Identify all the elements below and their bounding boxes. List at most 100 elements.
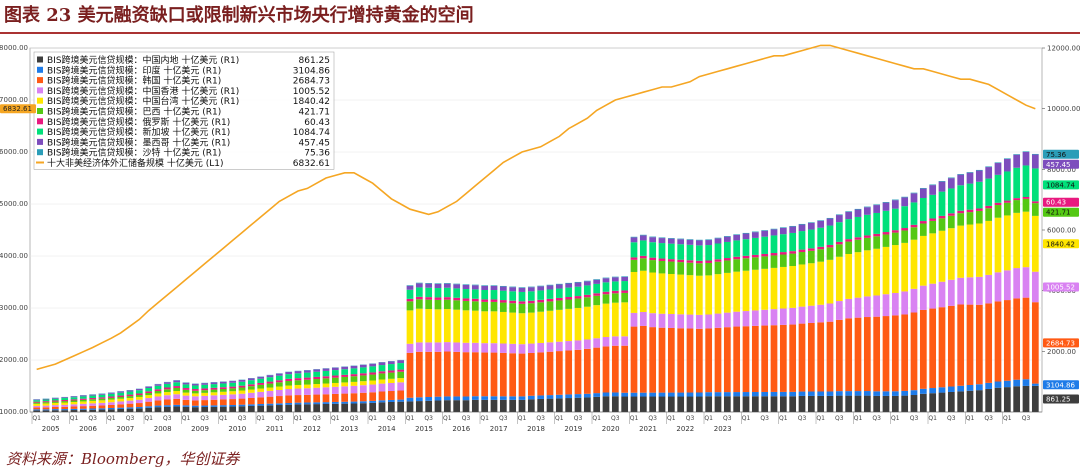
bar-segment	[714, 392, 722, 397]
bar-segment	[173, 404, 181, 407]
x-quarter-label: Q1	[32, 415, 41, 422]
bar-segment	[378, 402, 386, 412]
bar-segment	[247, 405, 255, 412]
bar-segment	[583, 339, 591, 349]
series-tag-bg	[1043, 239, 1079, 249]
bar-segment	[210, 392, 218, 396]
bar-segment	[294, 404, 302, 412]
bar-segment	[807, 222, 815, 230]
bar-segment	[191, 405, 199, 408]
bar-segment	[462, 300, 470, 311]
bar-segment	[462, 284, 470, 285]
bar-segment	[695, 328, 703, 393]
bar-segment	[985, 303, 993, 383]
legend-swatch	[37, 56, 43, 63]
bar-segment	[807, 395, 815, 412]
bar-segment	[135, 389, 143, 391]
bar-segment	[985, 167, 993, 179]
bar-segment	[275, 389, 283, 397]
bar-segment	[658, 313, 666, 328]
bar-segment	[742, 232, 750, 234]
bar-segment	[873, 205, 881, 213]
bar-segment	[70, 408, 78, 411]
bar-segment	[499, 352, 507, 397]
bar-segment	[219, 399, 227, 406]
bar-segment	[303, 404, 311, 412]
bar-segment	[658, 238, 666, 244]
bar-segment	[145, 393, 153, 396]
bar-segment	[415, 397, 423, 402]
bar-segment	[313, 394, 321, 403]
bar-segment	[919, 187, 927, 189]
legend-swatch	[37, 87, 43, 94]
x-year-label: 2010	[228, 425, 246, 433]
bar-segment	[695, 245, 703, 261]
bar-segment	[574, 282, 582, 287]
series-tag-bg	[1043, 338, 1079, 348]
bar-segment	[807, 391, 815, 396]
bar-segment	[61, 397, 69, 399]
bar-segment	[537, 395, 545, 399]
bar-segment	[807, 229, 815, 249]
bar-segment	[247, 380, 255, 385]
bar-segment	[107, 396, 115, 398]
bar-segment	[145, 386, 153, 389]
bar-segment	[667, 243, 675, 260]
bar-segment	[490, 301, 498, 312]
bar-segment	[471, 352, 479, 397]
bar-segment	[611, 336, 619, 346]
bar-segment	[126, 391, 134, 395]
bar-segment	[602, 278, 610, 283]
bar-segment	[854, 395, 862, 412]
chart: 1000.00 2000.00 3000.00 4000.00 5000.00 6000.…	[0, 44, 1080, 433]
bar-segment	[89, 408, 97, 410]
bar-segment	[341, 369, 349, 375]
bar-segment	[294, 371, 302, 374]
bar-segment	[210, 384, 218, 388]
bar-segment	[154, 389, 162, 392]
bar-segment	[537, 302, 545, 312]
bar-segment	[51, 406, 59, 410]
bar-segment	[686, 239, 694, 245]
bar-segment	[443, 297, 451, 300]
bar-segment	[527, 312, 535, 344]
bar-segment	[817, 395, 825, 412]
bar-segment	[145, 388, 153, 392]
bar-segment	[714, 238, 722, 244]
x-quarter-label: Q3	[312, 415, 321, 422]
legend-value: 3104.86	[293, 66, 330, 76]
bar-segment	[761, 391, 769, 397]
bar-segment	[107, 409, 115, 412]
bar-segment	[51, 402, 59, 406]
bar-segment	[574, 307, 582, 341]
bar-segment	[527, 399, 535, 412]
legend-value: 421.71	[299, 108, 331, 118]
bar-segment	[135, 393, 143, 396]
bar-segment	[313, 402, 321, 405]
bar-segment	[117, 404, 125, 408]
bar-segment	[723, 396, 731, 412]
bar-segment	[331, 382, 339, 387]
bar-segment	[761, 396, 769, 412]
bar-segment	[406, 289, 414, 299]
bar-segment	[649, 396, 657, 412]
bar-segment	[490, 343, 498, 353]
bar-segment	[70, 396, 78, 398]
bar-segment	[649, 313, 657, 328]
bar-segment	[910, 193, 918, 203]
bar-segment	[126, 390, 134, 392]
x-year-label: 2011	[266, 425, 284, 433]
legend-swatch	[37, 138, 43, 145]
bar-segment	[891, 245, 899, 293]
bar-segment	[33, 410, 41, 412]
bar-segment	[126, 400, 134, 404]
series-tag-label: 861.25	[1046, 395, 1071, 403]
legend-swatch	[37, 128, 43, 135]
bar-segment	[751, 310, 759, 326]
bar-segment	[947, 213, 955, 216]
bar-segment	[453, 396, 461, 401]
bar-segment	[919, 223, 927, 236]
bar-segment	[238, 387, 246, 391]
bar-segment	[359, 392, 367, 402]
bar-segment	[266, 396, 274, 404]
